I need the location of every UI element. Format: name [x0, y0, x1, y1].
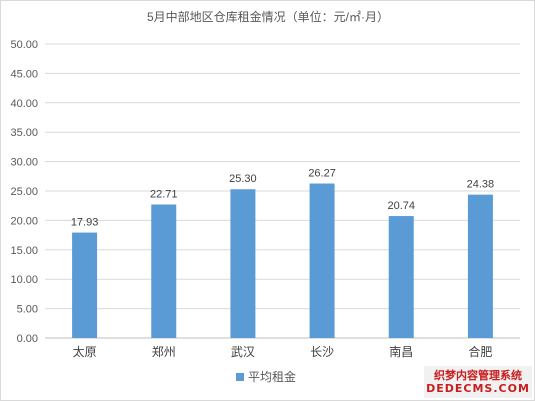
- category-label: 南昌: [389, 344, 413, 359]
- legend-label: 平均租金: [248, 369, 296, 384]
- y-tick-label: 25.00: [10, 186, 38, 198]
- category-label: 武汉: [231, 345, 255, 359]
- bar: [467, 194, 493, 338]
- y-tick-label: 5.00: [17, 304, 38, 316]
- x-axis-categories: 太原 郑州 武汉 长沙 南昌 合肥: [73, 344, 493, 359]
- y-tick-label: 30.00: [10, 157, 38, 169]
- bar: [309, 183, 335, 338]
- data-label: 22.71: [150, 188, 178, 200]
- watermark-text-cn: 织梦内容管理系统: [434, 369, 522, 382]
- chart-title: 5月中部地区仓库租金情况（单位：元/㎡·月）: [147, 9, 389, 24]
- bars: [72, 183, 493, 338]
- legend-swatch: [236, 373, 244, 381]
- data-label: 26.27: [308, 168, 336, 180]
- category-label: 合肥: [468, 344, 492, 359]
- data-label: 24.38: [467, 179, 495, 191]
- bar: [230, 189, 256, 338]
- category-label: 郑州: [152, 344, 176, 359]
- category-label: 太原: [73, 344, 97, 359]
- watermark-text-en: DEDECMS.COM: [426, 382, 530, 395]
- y-tick-label: 45.00: [10, 68, 38, 80]
- watermark-logo: 织梦内容管理系统 DEDECMS.COM: [424, 366, 532, 398]
- gridlines: [45, 43, 520, 339]
- bar: [388, 216, 414, 338]
- data-label: 17.93: [71, 217, 99, 229]
- y-tick-label: 40.00: [10, 98, 38, 110]
- bar: [151, 204, 177, 338]
- y-tick-label: 10.00: [10, 274, 38, 286]
- y-tick-label: 35.00: [10, 127, 38, 139]
- y-tick-label: 15.00: [10, 245, 38, 257]
- y-tick-label: 50.00: [10, 39, 38, 51]
- y-axis-ticks: 0.00 5.00 10.00 15.00 20.00 25.00 30.00 35.00 40…: [10, 39, 38, 345]
- category-label: 长沙: [310, 345, 334, 359]
- y-tick-label: 20.00: [10, 215, 38, 227]
- bar: [72, 232, 98, 338]
- y-tick-label: 0.00: [17, 333, 38, 345]
- data-labels: 17.93 22.71 25.30 26.27 20.74 24.38: [71, 168, 494, 229]
- legend: 平均租金: [236, 369, 296, 384]
- data-label: 20.74: [387, 200, 415, 212]
- data-label: 25.30: [229, 173, 257, 185]
